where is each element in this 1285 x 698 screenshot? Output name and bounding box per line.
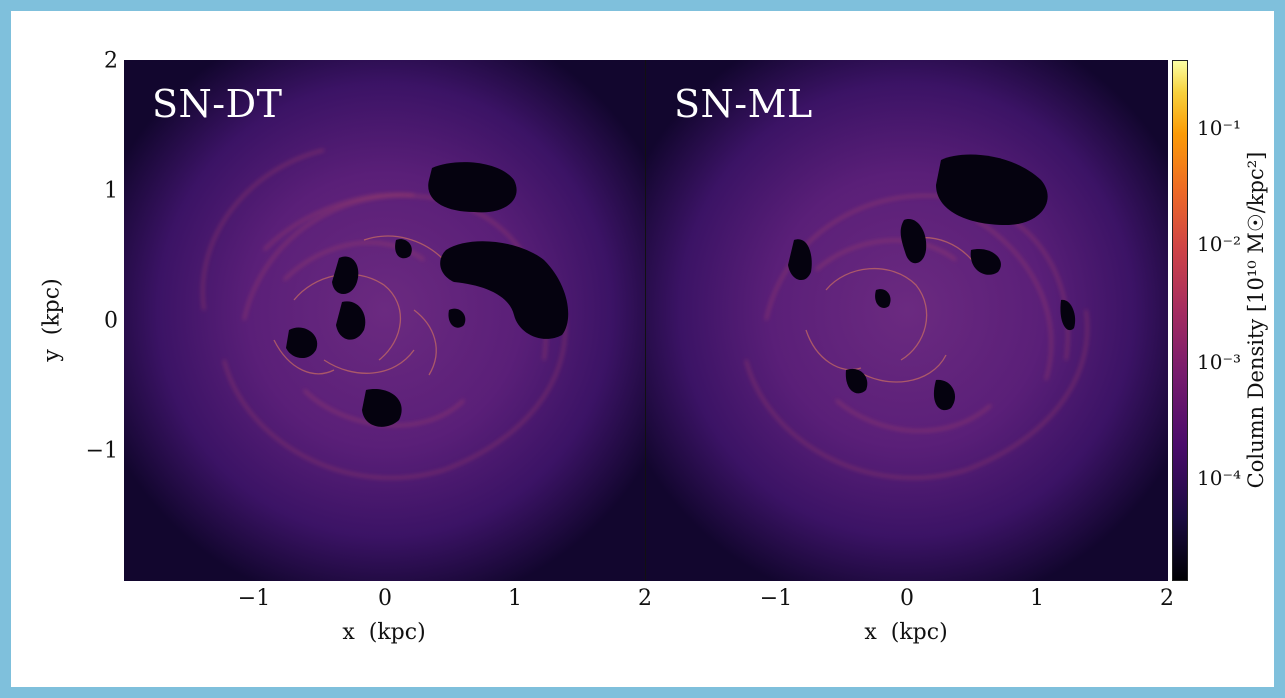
x-tick-right-0: 0 [900,586,914,611]
y-tick-2: 2 [104,48,118,74]
y-tick-minus1: −1 [85,438,118,464]
panel-sn-ml: SN-ML [646,60,1168,581]
colorbar-tick-1e-3: 10⁻³ [1197,350,1242,374]
x-tick-left-2: 2 [638,586,652,611]
x-tick-right-minus1: −1 [759,586,793,611]
panel-sn-dt: SN-DT [124,60,646,581]
y-tick-0: 0 [104,308,118,334]
x-axis-label-left: x (kpc) [342,620,426,645]
y-axis-label: y (kpc) [39,278,65,362]
colorbar [1172,60,1188,581]
x-axis-label-right: x (kpc) [864,620,948,645]
colorbar-label: Column Density [10¹⁰ M☉/kpc²] [1244,151,1268,489]
x-tick-left-1: 1 [508,586,522,611]
panel-label-sn-ml: SN-ML [674,82,813,126]
voids-sn-ml [788,154,1076,411]
panel-label-sn-dt: SN-DT [152,82,283,126]
x-tick-right-2: 2 [1160,586,1174,611]
colorbar-tick-1e-1: 10⁻¹ [1197,116,1242,140]
x-tick-left-minus1: −1 [237,586,271,611]
colorbar-tick-1e-4: 10⁻⁴ [1197,466,1242,490]
panel-divider [645,60,646,581]
colorbar-tick-1e-2: 10⁻² [1197,232,1242,256]
density-map-sn-dt [124,60,646,581]
voids-sn-dt [286,162,569,427]
y-tick-1: 1 [104,178,118,204]
x-tick-left-0: 0 [378,586,392,611]
density-map-sn-ml [646,60,1168,581]
x-tick-right-1: 1 [1030,586,1044,611]
